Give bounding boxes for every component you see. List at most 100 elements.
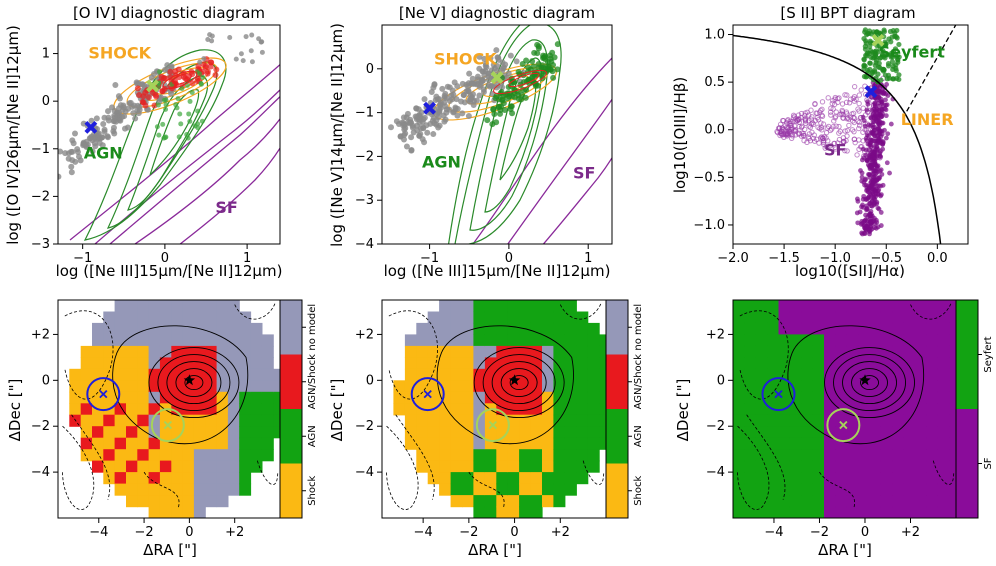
colorbar-label: Seyfert — [983, 336, 994, 372]
map-pixel — [114, 357, 127, 370]
agn-point — [238, 51, 244, 57]
map-pixel — [473, 380, 486, 393]
map-pixel — [137, 437, 150, 450]
map-pixel — [250, 368, 263, 381]
colorbar-segment — [606, 463, 628, 518]
map-pixel — [835, 311, 848, 324]
map-pixel — [416, 334, 429, 347]
colorbar-segment — [606, 300, 628, 355]
map-pixel — [801, 311, 814, 324]
map-pixel — [216, 437, 229, 450]
map-pixel — [949, 426, 956, 439]
sf-point — [878, 210, 884, 215]
map-pixel — [858, 357, 871, 370]
map-pixel — [92, 449, 104, 462]
map-pixel — [114, 426, 127, 439]
map-sii-xlabel: ΔRA ["] — [818, 541, 872, 559]
map-pixel — [507, 506, 520, 518]
agn-green-point — [163, 134, 169, 140]
map-pixel — [473, 391, 486, 404]
agn-point — [100, 121, 107, 128]
map-pixel — [427, 449, 440, 462]
map-pixel — [530, 357, 543, 370]
map-pixel — [205, 426, 218, 439]
agn-point — [494, 54, 501, 61]
x-tick-label: −0.5 — [870, 251, 902, 266]
map-pixel — [80, 380, 93, 393]
colorbar-segment — [956, 409, 978, 518]
map-pixel — [416, 449, 429, 462]
map-pixel — [273, 368, 280, 381]
map-pixel — [126, 368, 138, 381]
map-pixel — [926, 414, 939, 427]
map-pixel — [530, 414, 543, 427]
map-oiv-xlabel: ΔRA ["] — [143, 541, 197, 559]
map-pixel — [576, 311, 589, 324]
agn-point — [470, 102, 477, 109]
map-oiv-axes: −4 −2 0 +2 +2 0 −2 −4 — [31, 327, 244, 540]
map-pixel — [937, 368, 950, 381]
map-pixel — [193, 368, 206, 381]
sf-point — [818, 120, 824, 126]
map-pixel — [880, 403, 893, 416]
map-pixel — [484, 483, 497, 496]
agn-point — [69, 157, 76, 164]
map-pixel — [462, 403, 474, 416]
map-pixel — [205, 449, 218, 462]
map-pixel — [835, 300, 848, 313]
sf-point — [878, 193, 883, 199]
y-tick-label: 1 — [42, 47, 50, 62]
colorbar-segment — [280, 300, 302, 355]
map-pixel — [148, 345, 161, 358]
map-pixel — [835, 368, 848, 381]
map-pixel — [903, 403, 916, 416]
map-pixel — [171, 460, 184, 473]
map-pixel — [576, 334, 589, 347]
map-pixel — [484, 426, 497, 439]
map-pixel — [462, 460, 474, 473]
map-pixel — [576, 368, 589, 381]
map-pixel — [789, 506, 802, 518]
sf-point — [882, 106, 888, 112]
agn-point — [459, 110, 466, 117]
agn-point — [92, 143, 99, 150]
map-pixel — [484, 414, 497, 427]
map-pixel — [812, 380, 825, 393]
map-pixel — [915, 368, 927, 381]
map-pixel — [903, 437, 916, 450]
region-label: SHOCK — [88, 43, 151, 62]
map-pixel — [937, 483, 950, 496]
panel-nev-xlabel: log ([Ne III]15μm/[Ne II]12μm) — [384, 262, 611, 280]
map-pixel — [846, 334, 859, 347]
map-pixel — [114, 334, 127, 347]
map-pixel — [103, 437, 116, 450]
map-pixel — [103, 380, 116, 393]
map-pixel — [148, 460, 161, 473]
map-pixel — [416, 322, 429, 335]
map-pixel — [812, 472, 825, 485]
flux-contour — [842, 361, 897, 405]
map-pixel — [137, 472, 150, 485]
sf-point — [854, 210, 860, 216]
sf-point — [814, 115, 821, 121]
map-pixel — [261, 380, 274, 393]
nucleus-2-aperture — [150, 408, 185, 443]
sf-point — [851, 115, 858, 121]
map-pixel — [216, 311, 229, 324]
map-pixel — [416, 437, 429, 450]
map-pixel — [484, 506, 497, 518]
agn-point — [434, 109, 441, 116]
sf-point — [864, 157, 870, 163]
agn-green-point — [176, 134, 182, 140]
sf-point — [878, 128, 883, 134]
map-pixel — [159, 426, 172, 439]
panel-nev-markers — [423, 71, 504, 115]
map-pixel — [404, 437, 417, 450]
map-pixel — [92, 322, 104, 335]
map-pixel — [239, 403, 252, 416]
sf-point — [820, 138, 827, 144]
map-pixel — [273, 414, 280, 427]
map-pixel — [553, 460, 566, 473]
map-pixel — [553, 495, 566, 508]
shock-point — [152, 91, 159, 98]
